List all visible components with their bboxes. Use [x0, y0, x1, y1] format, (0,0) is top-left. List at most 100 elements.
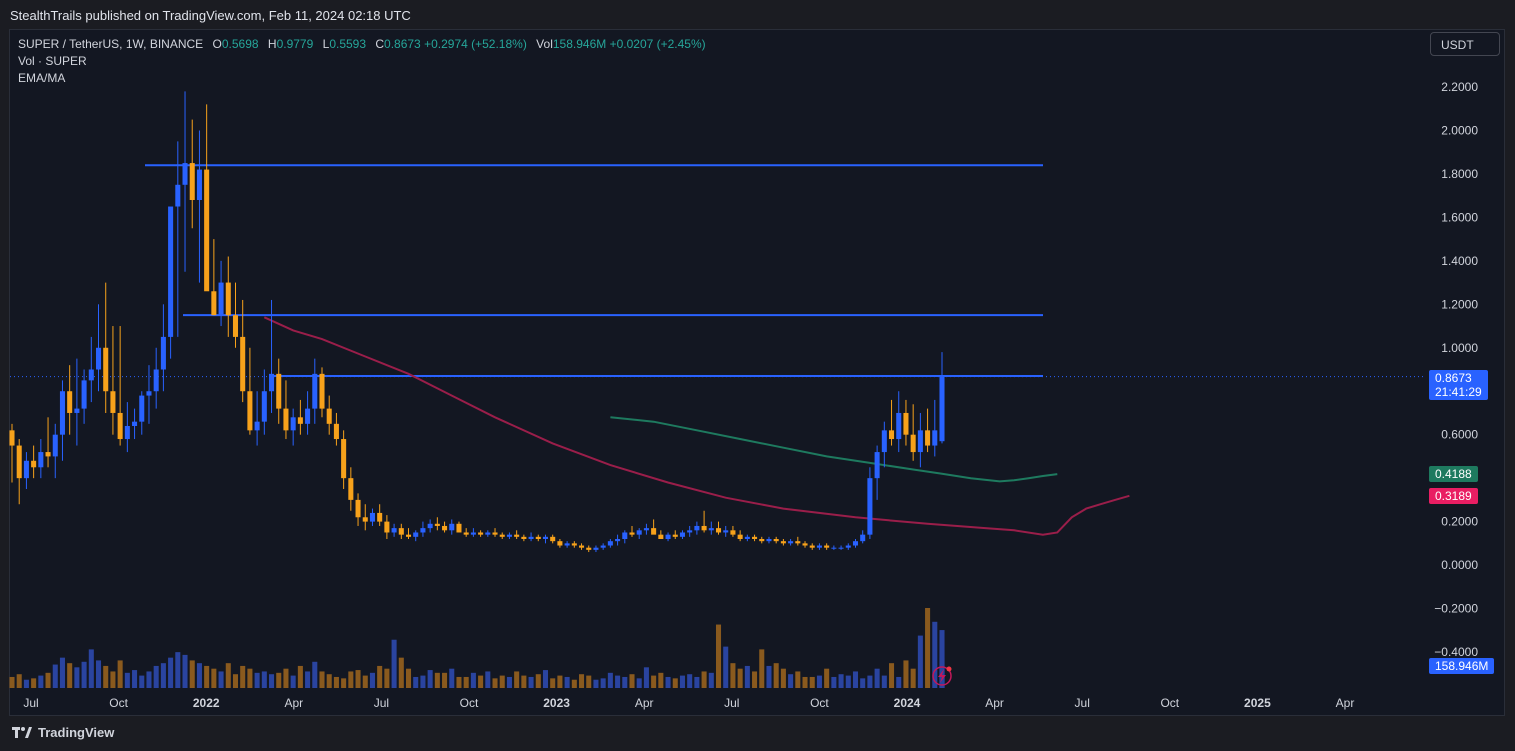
candle-body: [413, 532, 419, 537]
ema-line: [610, 416, 1058, 483]
candle-body: [261, 391, 267, 422]
currency-button[interactable]: USDT: [1430, 32, 1500, 56]
candle-body: [759, 539, 765, 542]
volume-bar: [297, 665, 303, 688]
volume-bar: [665, 676, 671, 688]
candle-body: [74, 408, 80, 413]
volume-bar: [420, 675, 426, 688]
volume-bar: [478, 675, 484, 688]
candle-body: [932, 430, 938, 446]
candle-body: [579, 545, 585, 548]
candle-body: [506, 534, 512, 537]
volume-bar: [153, 665, 159, 688]
candle-body: [694, 525, 700, 531]
candle-body: [903, 412, 909, 435]
x-tick-label: Apr: [985, 696, 1004, 710]
candle-body: [269, 373, 275, 392]
candle-body: [571, 543, 577, 546]
volume-bar: [932, 621, 938, 688]
x-tick-label: Apr: [284, 696, 303, 710]
volume-bar: [362, 675, 368, 688]
legend-vol-indicator[interactable]: Vol · SUPER: [18, 54, 87, 68]
candle-body: [312, 373, 318, 409]
volume-bar: [211, 668, 217, 688]
candle-body: [132, 421, 138, 426]
volume-bar: [881, 675, 887, 688]
volume-bar: [744, 665, 750, 688]
legend-high-value: 0.9779: [276, 37, 314, 51]
volume-bar: [701, 671, 707, 688]
candle-body: [189, 163, 195, 200]
volume-bar: [74, 667, 80, 688]
candle-body: [355, 499, 361, 518]
candle-body: [110, 391, 116, 413]
candle-body: [168, 206, 174, 337]
volume-bar: [52, 664, 58, 688]
volume-bar: [586, 675, 592, 688]
candle-body: [889, 430, 895, 440]
candle-body: [485, 532, 491, 535]
volume-bar: [651, 675, 657, 688]
legend-symbol[interactable]: SUPER / TetherUS, 1W, BINANCE: [18, 37, 204, 51]
volume-bar: [816, 675, 822, 688]
volume-bar: [182, 654, 188, 688]
volume-bar: [694, 676, 700, 688]
volume-bar: [550, 678, 556, 688]
candle-body: [333, 423, 339, 440]
volume-bar: [903, 660, 909, 688]
ma-price-tag: 0.3189: [1429, 488, 1478, 504]
candle-body: [9, 430, 15, 446]
candle-body: [95, 347, 102, 370]
candle-body: [521, 536, 527, 539]
volume-bar: [204, 665, 210, 688]
x-tick-label: Oct: [460, 696, 479, 710]
candle-body: [788, 541, 794, 544]
x-tick-label: 2025: [1244, 696, 1271, 710]
candle-body: [384, 521, 390, 533]
volume-bar: [860, 678, 866, 688]
candle-body: [398, 528, 404, 535]
candle-body: [427, 523, 433, 529]
volume-bar: [103, 665, 109, 688]
volume-bar: [139, 675, 145, 688]
volume-bar: [9, 676, 15, 688]
volume-bar: [593, 679, 599, 688]
volume-bar: [117, 660, 123, 688]
volume-bar: [434, 672, 440, 688]
candle-body: [442, 525, 448, 531]
candle-body: [874, 452, 880, 479]
volume-bar: [622, 676, 628, 688]
volume-bar: [629, 674, 635, 688]
candle-body: [470, 532, 476, 535]
volume-bar: [175, 652, 181, 688]
candle-body: [124, 426, 130, 440]
candle-body: [550, 536, 556, 542]
last-price-value: 0.8673: [1435, 371, 1472, 385]
candle-body: [254, 421, 260, 431]
ma-line: [263, 316, 1130, 536]
candle-body: [348, 478, 354, 500]
volume-bar: [240, 665, 246, 688]
volume-bar: [788, 674, 794, 688]
volume-bar: [38, 675, 44, 688]
candle-body: [643, 528, 649, 531]
x-tick-label: Oct: [810, 696, 829, 710]
volume-bar: [506, 676, 512, 688]
volume-bar: [557, 675, 563, 688]
chart-panel[interactable]: [9, 29, 1505, 716]
candle-body: [218, 282, 224, 316]
candle-body: [160, 336, 166, 370]
y-tick-label: 1.0000: [1441, 341, 1478, 355]
candle-body: [283, 408, 289, 431]
volume-tag: 158.946M: [1429, 658, 1495, 674]
legend-ema-indicator[interactable]: EMA/MA: [18, 71, 66, 85]
footer-brand[interactable]: TradingView: [12, 725, 114, 740]
bar-countdown: 21:41:29: [1435, 385, 1482, 399]
x-tick-label: Oct: [109, 696, 128, 710]
candle-body: [564, 543, 570, 546]
candle-body: [586, 547, 592, 550]
candle-body: [838, 547, 844, 549]
volume-bar: [528, 676, 534, 688]
volume-bar: [305, 671, 311, 688]
